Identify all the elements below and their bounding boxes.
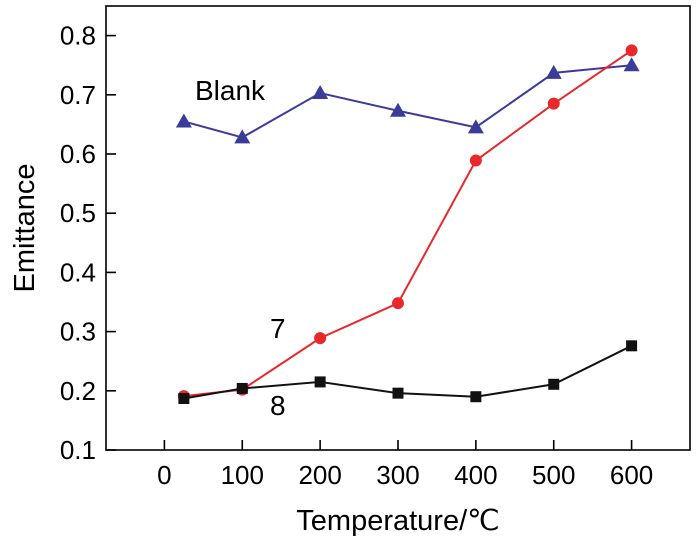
y-tick-label: 0.7 — [60, 80, 96, 110]
data-point — [623, 57, 640, 72]
data-point — [548, 378, 560, 390]
x-tick-label: 300 — [376, 460, 419, 490]
y-axis-label: Emittance — [9, 164, 41, 293]
data-point — [178, 392, 190, 404]
data-point — [236, 382, 248, 394]
data-point — [314, 332, 327, 345]
data-point — [625, 44, 638, 57]
series-label: 7 — [270, 313, 286, 344]
x-tick-label: 400 — [454, 460, 497, 490]
data-point — [314, 376, 326, 388]
x-axis-label: Temperature/℃ — [296, 505, 499, 536]
data-point — [469, 154, 482, 167]
y-tick-label: 0.8 — [60, 21, 96, 51]
data-point — [390, 102, 406, 117]
y-tick-label: 0.4 — [60, 257, 96, 287]
series-label: 8 — [270, 390, 286, 421]
y-tick-label: 0.1 — [60, 435, 96, 465]
data-point — [547, 97, 560, 110]
data-point — [312, 85, 329, 100]
data-point — [175, 113, 192, 128]
y-tick-label: 0.5 — [60, 198, 96, 228]
data-point — [392, 387, 404, 399]
series-line — [183, 344, 633, 400]
series-2 — [178, 340, 638, 404]
x-tick-label: 500 — [532, 460, 575, 490]
data-point — [467, 119, 484, 134]
series-0 — [175, 57, 640, 144]
y-tick-label: 0.3 — [60, 317, 96, 347]
data-point — [234, 129, 251, 144]
plot-frame — [105, 5, 691, 451]
y-tick-label: 0.2 — [60, 376, 96, 406]
x-tick-label: 600 — [610, 460, 653, 490]
data-point — [626, 340, 638, 352]
x-tick-label: 100 — [221, 460, 264, 490]
x-tick-label: 200 — [298, 460, 341, 490]
data-point — [392, 297, 404, 310]
series-label: Blank — [195, 75, 266, 106]
data-point — [470, 391, 482, 403]
y-tick-label: 0.6 — [60, 139, 96, 169]
data-point — [545, 64, 562, 79]
x-tick-label: 0 — [157, 460, 171, 490]
